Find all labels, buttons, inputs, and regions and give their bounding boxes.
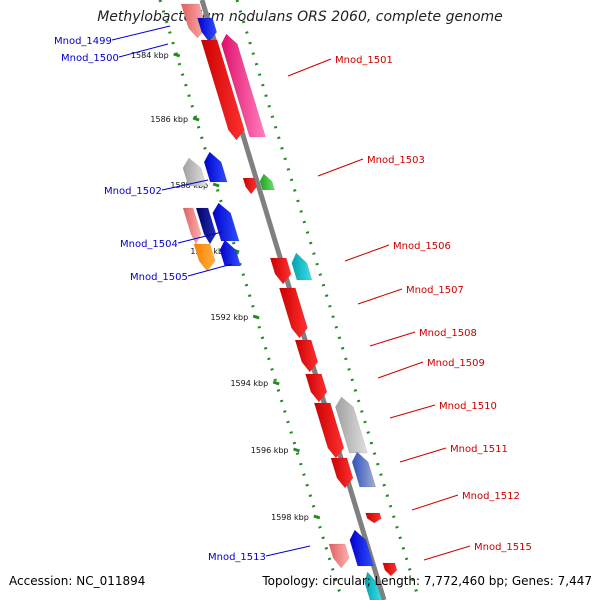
- gene-arrow: [219, 239, 242, 267]
- gene-arrow: [269, 257, 292, 285]
- gene-label-right: Mnod_1511: [450, 444, 508, 455]
- major-tick: [212, 182, 220, 188]
- major-tick: [313, 514, 321, 520]
- gene-label-left: Mnod_1499: [54, 36, 112, 47]
- right-strand-boundary: [235, 0, 421, 600]
- gene-label-left: Mnod_1502: [104, 186, 162, 197]
- accession-label: Accession: NC_011894: [9, 574, 146, 588]
- gene-arrow: [294, 339, 319, 373]
- major-tick: [272, 380, 280, 386]
- gene-arrow: [242, 177, 257, 195]
- gene-arrow: [193, 243, 216, 272]
- major-tick: [293, 447, 300, 453]
- gene-arrow: [330, 457, 354, 489]
- gene-label-left: Mnod_1500: [61, 53, 119, 64]
- genome-summary: Topology: circular; Length: 7,772,460 bp…: [262, 574, 592, 588]
- callout-line: [399, 447, 447, 463]
- gene-label-right: Mnod_1512: [462, 491, 520, 502]
- gene-label-right: Mnod_1509: [427, 358, 485, 369]
- callout-line: [118, 43, 169, 58]
- gene-arrow: [180, 3, 207, 39]
- gene-label-right: Mnod_1515: [474, 542, 532, 553]
- gene-label-right: Mnod_1510: [439, 401, 497, 412]
- gene-arrow: [182, 207, 202, 245]
- gene-label-right: Mnod_1503: [367, 155, 425, 166]
- gene-label-left: Mnod_1504: [120, 239, 178, 250]
- gene-arrow: [221, 33, 266, 138]
- gene-label-left: Mnod_1505: [130, 272, 188, 283]
- gene-arrow: [313, 402, 345, 459]
- major-tick: [173, 52, 181, 58]
- gene-arrow: [182, 157, 207, 187]
- callout-line: [187, 263, 233, 277]
- callout-line: [369, 331, 416, 347]
- gene-arrow: [349, 529, 375, 567]
- callout-line: [411, 494, 459, 511]
- major-tick: [252, 314, 260, 320]
- callout-line: [265, 545, 311, 557]
- kbp-label: 1586 kbp: [150, 115, 188, 124]
- gene-arrow: [365, 512, 382, 524]
- callout-line: [357, 288, 403, 305]
- gene-arrow: [200, 39, 245, 141]
- gene-arrow: [203, 151, 228, 183]
- kbp-label: 1584 kbp: [131, 51, 169, 60]
- gene-arrow: [335, 396, 368, 454]
- callout-line: [389, 404, 436, 419]
- gene-arrow: [197, 17, 217, 43]
- gene-arrow: [259, 173, 275, 191]
- major-tick: [192, 116, 200, 122]
- gene-arrow: [382, 562, 398, 577]
- callout-line: [111, 25, 171, 41]
- gene-arrow: [291, 252, 313, 281]
- callout-line: [377, 361, 424, 379]
- gene-arrow: [279, 287, 308, 339]
- gene-label-right: Mnod_1507: [406, 285, 464, 296]
- callout-line: [287, 58, 332, 77]
- gene-label-left: Mnod_1513: [208, 552, 266, 563]
- gene-arrow: [364, 571, 383, 600]
- gene-label-right: Mnod_1506: [393, 241, 451, 252]
- callout-line: [317, 158, 364, 177]
- callout-line: [344, 244, 390, 262]
- gene-arrow: [305, 373, 328, 403]
- kbp-label: 1598 kbp: [271, 513, 309, 522]
- gene-label-right: Mnod_1501: [335, 55, 393, 66]
- kbp-label: 1594 kbp: [230, 379, 268, 388]
- callout-line: [423, 545, 471, 561]
- gene-arrow: [212, 202, 240, 242]
- callout-line: [161, 179, 209, 191]
- kbp-label: 1592 kbp: [210, 313, 248, 322]
- gene-arrow: [351, 451, 377, 488]
- gene-label-right: Mnod_1508: [419, 328, 477, 339]
- gene-arrow: [328, 543, 350, 569]
- callout-line: [177, 231, 223, 244]
- kbp-label: 1596 kbp: [251, 446, 289, 455]
